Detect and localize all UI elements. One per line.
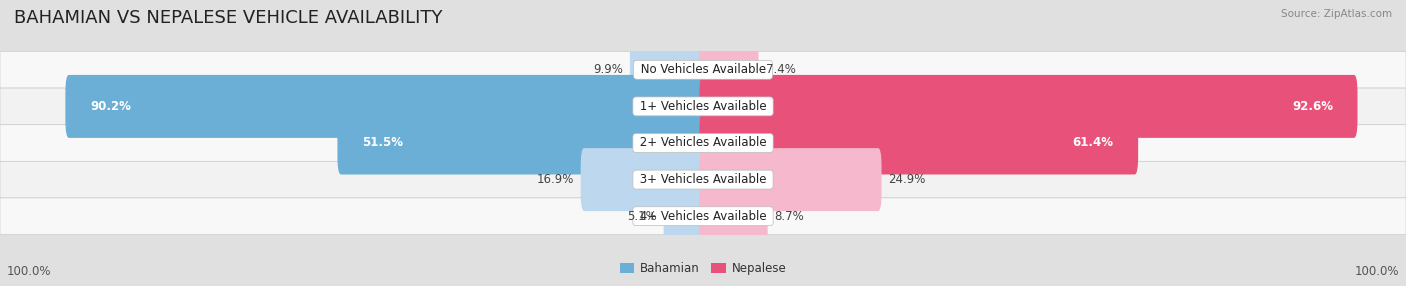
Text: 100.0%: 100.0%: [1354, 265, 1399, 278]
FancyBboxPatch shape: [0, 161, 1406, 198]
Text: 51.5%: 51.5%: [363, 136, 404, 150]
Text: 90.2%: 90.2%: [90, 100, 131, 113]
Text: 3+ Vehicles Available: 3+ Vehicles Available: [636, 173, 770, 186]
FancyBboxPatch shape: [0, 198, 1406, 235]
Text: 5.1%: 5.1%: [627, 210, 657, 223]
FancyBboxPatch shape: [700, 112, 1139, 174]
Text: 16.9%: 16.9%: [536, 173, 574, 186]
Text: 100.0%: 100.0%: [7, 265, 52, 278]
Text: No Vehicles Available: No Vehicles Available: [637, 63, 769, 76]
FancyBboxPatch shape: [700, 185, 768, 248]
Text: 92.6%: 92.6%: [1292, 100, 1333, 113]
FancyBboxPatch shape: [337, 112, 707, 174]
FancyBboxPatch shape: [700, 75, 1358, 138]
Text: 8.7%: 8.7%: [775, 210, 804, 223]
Text: 2+ Vehicles Available: 2+ Vehicles Available: [636, 136, 770, 150]
Text: 24.9%: 24.9%: [889, 173, 927, 186]
Legend: Bahamian, Nepalese: Bahamian, Nepalese: [614, 258, 792, 280]
FancyBboxPatch shape: [630, 38, 707, 101]
Text: 61.4%: 61.4%: [1073, 136, 1114, 150]
Text: Source: ZipAtlas.com: Source: ZipAtlas.com: [1281, 9, 1392, 19]
Text: 7.4%: 7.4%: [765, 63, 796, 76]
FancyBboxPatch shape: [0, 51, 1406, 88]
FancyBboxPatch shape: [0, 125, 1406, 161]
Text: 4+ Vehicles Available: 4+ Vehicles Available: [636, 210, 770, 223]
FancyBboxPatch shape: [664, 185, 707, 248]
Text: 1+ Vehicles Available: 1+ Vehicles Available: [636, 100, 770, 113]
Text: BAHAMIAN VS NEPALESE VEHICLE AVAILABILITY: BAHAMIAN VS NEPALESE VEHICLE AVAILABILIT…: [14, 9, 443, 27]
FancyBboxPatch shape: [0, 88, 1406, 125]
Text: 9.9%: 9.9%: [593, 63, 623, 76]
FancyBboxPatch shape: [65, 75, 707, 138]
FancyBboxPatch shape: [700, 148, 882, 211]
FancyBboxPatch shape: [581, 148, 707, 211]
FancyBboxPatch shape: [700, 38, 759, 101]
